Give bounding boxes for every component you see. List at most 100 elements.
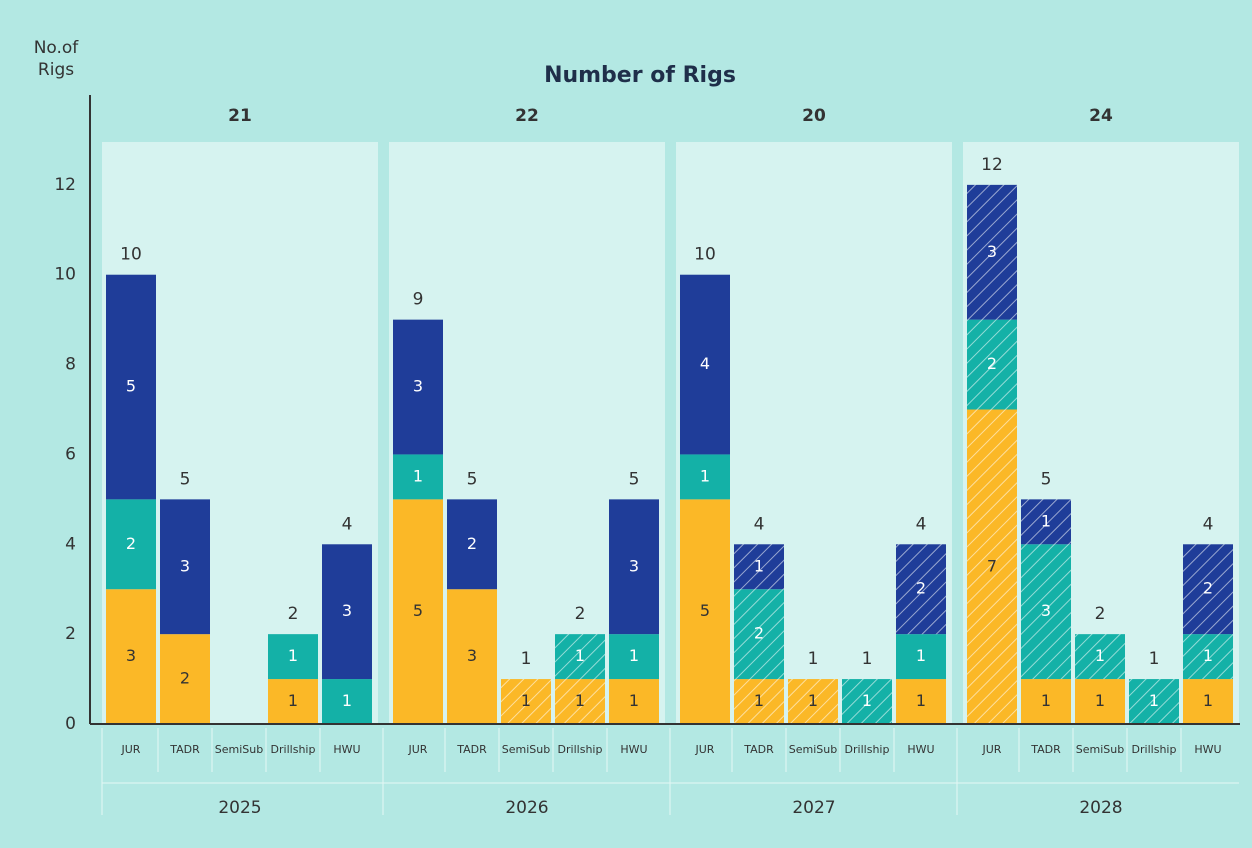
chart-title: Number of Rigs: [544, 63, 736, 88]
y-tick-label: 6: [65, 444, 76, 464]
bar-segment: [501, 679, 551, 724]
x-tick-label: SemiSub: [789, 743, 837, 756]
bar-segment: [1183, 544, 1233, 635]
bar-segment: [1183, 634, 1233, 680]
bar-segment: [160, 634, 210, 724]
y-tick-label: 8: [65, 355, 76, 375]
bar-segment: [967, 184, 1017, 320]
segment-label: 1: [342, 691, 352, 710]
segment-label: 1: [413, 466, 423, 485]
total-label: 1: [521, 649, 532, 669]
group-total: 22: [515, 106, 539, 126]
x-tick-label: SemiSub: [1076, 743, 1124, 756]
segment-label: 1: [575, 691, 585, 710]
total-label: 4: [916, 514, 927, 534]
y-axis-label: Rigs: [38, 60, 74, 80]
total-label: 5: [629, 469, 640, 489]
group-label: 2026: [505, 798, 548, 818]
bar-segment: [447, 499, 497, 590]
x-tick-label: JUR: [695, 743, 715, 756]
bar-segment: [268, 679, 318, 724]
segment-label: 1: [521, 691, 531, 710]
total-label: 5: [180, 469, 191, 489]
x-tick-label: HWU: [620, 743, 647, 756]
segment-label: 3: [629, 556, 639, 575]
total-label: 4: [754, 514, 765, 534]
segment-label: 1: [629, 646, 639, 665]
bar-segment: [1075, 634, 1125, 680]
segment-label: 2: [1203, 579, 1213, 598]
bar-segment: [1021, 679, 1071, 724]
total-label: 4: [342, 514, 353, 534]
bar-segment: [106, 589, 156, 724]
bar-segment: [322, 679, 372, 724]
x-tick-label: JUR: [121, 743, 141, 756]
x-tick-label: SemiSub: [502, 743, 550, 756]
bar-segment: [680, 274, 730, 455]
total-label: 2: [1095, 604, 1106, 624]
segment-label: 1: [808, 691, 818, 710]
total-label: 1: [808, 649, 819, 669]
bar-segment: [160, 499, 210, 635]
segment-label: 1: [1041, 511, 1051, 530]
group-total: 24: [1089, 106, 1113, 126]
segment-label: 1: [1149, 691, 1159, 710]
bar-segment: [734, 589, 784, 680]
x-tick-label: JUR: [982, 743, 1002, 756]
total-label: 10: [120, 245, 142, 265]
total-label: 10: [694, 245, 716, 265]
bar-segment: [555, 679, 605, 724]
bar-segment: [322, 544, 372, 680]
total-label: 1: [862, 649, 873, 669]
bar-segment: [609, 499, 659, 635]
bar-segment: [106, 274, 156, 500]
segment-label: 1: [1095, 646, 1105, 665]
segment-label: 1: [1095, 691, 1105, 710]
x-tick-label: Drillship: [1132, 743, 1177, 756]
total-label: 5: [467, 469, 478, 489]
segment-label: 1: [288, 691, 298, 710]
bar-segment: [896, 544, 946, 635]
y-tick-label: 12: [54, 175, 76, 195]
bar-segment: [393, 454, 443, 500]
bar-segment: [1021, 499, 1071, 545]
bar-segment: [734, 544, 784, 590]
bar-segment: [734, 679, 784, 724]
bar-segment: [967, 319, 1017, 410]
x-tick-label: Drillship: [558, 743, 603, 756]
segment-label: 1: [916, 691, 926, 710]
segment-label: 3: [413, 377, 423, 396]
x-tick-label: HWU: [333, 743, 360, 756]
y-tick-label: 2: [65, 624, 76, 644]
segment-label: 1: [1203, 691, 1213, 710]
segment-label: 1: [629, 691, 639, 710]
segment-label: 3: [126, 646, 136, 665]
segment-label: 7: [987, 556, 997, 575]
bar-segment: [680, 499, 730, 724]
bar-segment: [1129, 679, 1179, 724]
x-tick-label: Drillship: [271, 743, 316, 756]
segment-label: 2: [754, 624, 764, 643]
x-tick-label: TADR: [169, 743, 200, 756]
group-label: 2028: [1079, 798, 1122, 818]
segment-label: 1: [700, 466, 710, 485]
bar-segment: [680, 454, 730, 500]
segment-label: 2: [467, 534, 477, 553]
segment-label: 1: [288, 646, 298, 665]
total-label: 4: [1203, 514, 1214, 534]
segment-label: 1: [1041, 691, 1051, 710]
bar-segment: [447, 589, 497, 724]
x-tick-label: TADR: [1030, 743, 1061, 756]
segment-label: 1: [862, 691, 872, 710]
segment-label: 5: [413, 601, 423, 620]
bar-segment: [896, 634, 946, 680]
segment-label: 3: [467, 646, 477, 665]
total-label: 2: [288, 604, 299, 624]
total-label: 5: [1041, 469, 1052, 489]
x-tick-label: HWU: [907, 743, 934, 756]
y-tick-label: 10: [54, 265, 76, 285]
segment-label: 1: [916, 646, 926, 665]
bar-segment: [393, 499, 443, 724]
